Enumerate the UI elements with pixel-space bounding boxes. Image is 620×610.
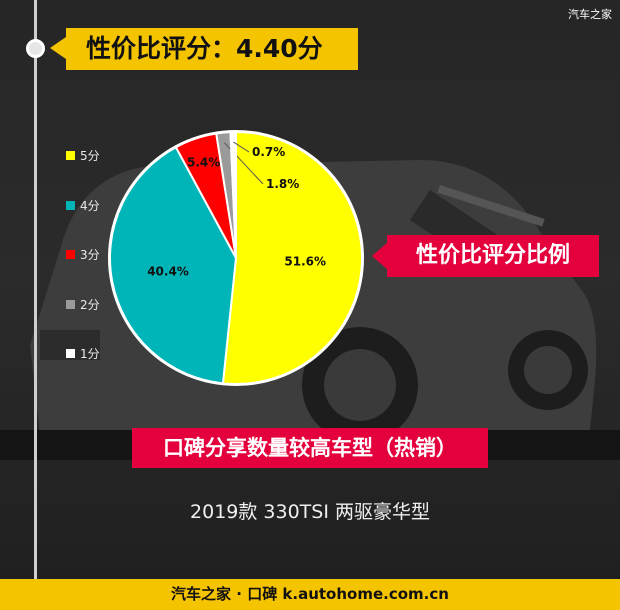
callout-arrow — [372, 242, 388, 270]
legend-swatch — [66, 349, 75, 358]
timeline-line — [34, 0, 37, 610]
pie-data-label: 1.8% — [266, 177, 299, 191]
pie-slice — [109, 145, 238, 385]
legend-swatch — [66, 300, 75, 309]
legend-swatch — [66, 201, 75, 210]
pie-slice — [221, 130, 363, 385]
pie-data-label: 0.7% — [252, 145, 285, 159]
footer-text: 汽车之家 · 口碑 k.autohome.com.cn — [171, 585, 449, 603]
pie-leader-line — [233, 141, 250, 153]
pie-data-label: 5.4% — [187, 156, 220, 170]
car-model-name: 2019款 330TSI 两驱豪华型 — [190, 501, 430, 523]
hot-model-label: 口碑分享数量较高车型（热销） — [132, 428, 488, 468]
pie-slice — [229, 130, 237, 259]
page-title: 性价比评分：4.40分 — [66, 28, 358, 70]
legend-label: 3分 — [80, 248, 100, 262]
legend-label: 1分 — [80, 347, 100, 361]
banner-arrow — [50, 37, 66, 59]
timeline-dot — [26, 39, 45, 58]
legend-swatch — [66, 250, 75, 259]
legend-swatch — [66, 151, 75, 160]
chart-callout-label: 性价比评分比例 — [387, 235, 599, 277]
legend-label: 5分 — [80, 149, 100, 163]
pie-data-label: 51.6% — [284, 255, 326, 269]
legend-label: 4分 — [80, 199, 100, 213]
pie-data-label: 40.4% — [147, 265, 189, 279]
watermark: 汽车之家 — [568, 8, 612, 21]
footer-bar: 汽车之家 · 口碑 k.autohome.com.cn — [0, 579, 620, 610]
legend-label: 2分 — [80, 298, 100, 312]
